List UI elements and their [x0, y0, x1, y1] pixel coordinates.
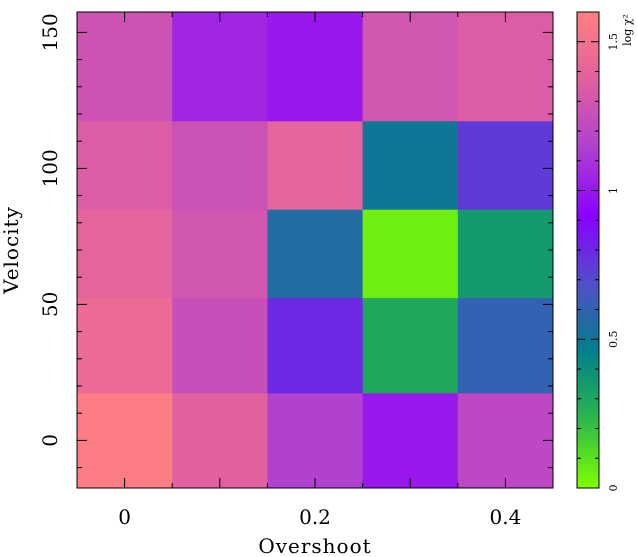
y-tick-label: 100 [38, 149, 62, 187]
heatmap-cell [77, 209, 173, 299]
heatmap-cell [362, 12, 459, 122]
x-tick-label: 0.2 [299, 505, 331, 529]
heatmap-cell [362, 120, 459, 210]
heatmap-cell [77, 120, 173, 210]
heatmap-cell [77, 12, 173, 122]
heatmap-cell [172, 12, 268, 122]
x-tick-label: 0 [118, 505, 131, 529]
heatmap-cell [267, 392, 364, 489]
heatmap-cell [457, 297, 554, 394]
heatmap-cell [267, 120, 364, 210]
y-tick-label: 150 [38, 13, 62, 51]
heatmap-cell [267, 12, 364, 122]
y-axis-title: Velocity [0, 206, 23, 295]
heatmap-cell [362, 297, 459, 394]
heatmap-cell [457, 392, 554, 489]
y-tick-labels: 0 50 100 150 [38, 13, 62, 446]
colorbar-tick-labels: 0 0.5 1 1.5 [607, 33, 620, 492]
colorbar-tick-label: 1 [607, 187, 620, 194]
colorbar-ticks [577, 11, 599, 489]
heatmap-cell [267, 297, 364, 394]
x-tick-labels: 0 0.2 0.4 [118, 505, 521, 529]
y-tick-label: 0 [38, 434, 62, 447]
heatmap-cell [457, 12, 554, 122]
colorbar-label: log χ² [621, 14, 634, 46]
heatmap-cell [77, 392, 173, 489]
heatmap-cell [267, 209, 364, 299]
heatmap-cell [172, 297, 268, 394]
heatmap-cell [172, 120, 268, 210]
heatmap-cell [362, 209, 459, 299]
x-axis-title: Overshoot [258, 534, 371, 557]
heatmap-cell [362, 392, 459, 489]
axis-ticks [76, 12, 554, 488]
colorbar-tick-label: 0 [607, 485, 620, 492]
x-tick-label: 0.4 [489, 505, 521, 529]
colorbar-tick-label: 0.5 [607, 331, 620, 349]
heatmap-cell [457, 209, 554, 299]
colorbar-tick-label: 1.5 [607, 33, 620, 51]
heatmap-cells [77, 12, 554, 489]
heatmap-cell [172, 209, 268, 299]
heatmap-cell [172, 392, 268, 489]
y-tick-label: 50 [38, 292, 62, 317]
heatmap-cell [77, 297, 173, 394]
heatmap-cell [457, 120, 554, 210]
